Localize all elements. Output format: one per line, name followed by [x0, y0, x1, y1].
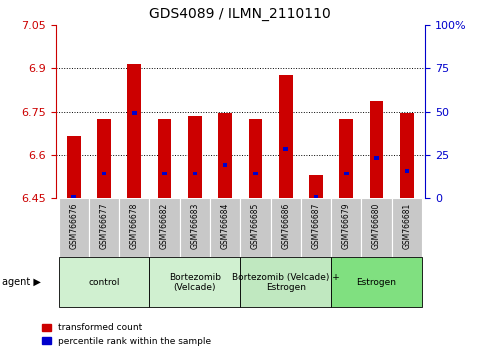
Text: control: control — [88, 278, 120, 287]
Bar — [149, 198, 180, 257]
Bar — [210, 198, 241, 257]
Bar — [58, 257, 149, 308]
Text: Bortezomib
(Velcade): Bortezomib (Velcade) — [169, 273, 221, 292]
Bar — [361, 198, 392, 257]
Bar — [89, 198, 119, 257]
Bar — [218, 113, 232, 198]
Bar — [128, 64, 141, 198]
Text: GSM766685: GSM766685 — [251, 203, 260, 249]
Bar — [241, 198, 270, 257]
Bar — [301, 198, 331, 257]
Bar — [241, 257, 331, 308]
Bar — [132, 111, 137, 115]
Bar — [253, 172, 258, 175]
Bar — [331, 257, 422, 308]
Bar — [162, 172, 167, 175]
Text: agent ▶: agent ▶ — [2, 277, 41, 287]
Bar — [188, 116, 202, 198]
Text: GSM766676: GSM766676 — [69, 203, 78, 250]
Bar — [97, 119, 111, 198]
Bar — [370, 101, 384, 198]
Bar — [193, 172, 197, 175]
Text: GSM766687: GSM766687 — [312, 203, 321, 249]
Bar — [119, 198, 149, 257]
Text: Bortezomib (Velcade) +
Estrogen: Bortezomib (Velcade) + Estrogen — [232, 273, 340, 292]
Bar — [58, 198, 89, 257]
Bar — [270, 198, 301, 257]
Text: GSM766684: GSM766684 — [221, 203, 229, 249]
Bar — [149, 257, 241, 308]
Text: GSM766686: GSM766686 — [281, 203, 290, 249]
Bar — [374, 156, 379, 160]
Bar — [314, 195, 318, 199]
Bar — [279, 75, 293, 198]
Bar — [223, 163, 227, 167]
Bar — [309, 175, 323, 198]
Bar — [331, 198, 361, 257]
Text: GSM766678: GSM766678 — [130, 203, 139, 249]
Bar — [392, 198, 422, 257]
Title: GDS4089 / ILMN_2110110: GDS4089 / ILMN_2110110 — [149, 7, 331, 21]
Bar — [344, 172, 349, 175]
Bar — [400, 113, 413, 198]
Bar — [102, 172, 106, 175]
Bar — [180, 198, 210, 257]
Text: GSM766677: GSM766677 — [99, 203, 109, 250]
Text: GSM766679: GSM766679 — [342, 203, 351, 250]
Legend: transformed count, percentile rank within the sample: transformed count, percentile rank withi… — [38, 320, 215, 349]
Text: GSM766682: GSM766682 — [160, 203, 169, 249]
Text: GSM766683: GSM766683 — [190, 203, 199, 249]
Bar — [67, 136, 81, 198]
Bar — [71, 195, 76, 199]
Bar — [249, 119, 262, 198]
Bar — [284, 147, 288, 151]
Bar — [340, 119, 353, 198]
Text: GSM766681: GSM766681 — [402, 203, 412, 249]
Bar — [405, 169, 409, 172]
Bar — [158, 119, 171, 198]
Text: Estrogen: Estrogen — [356, 278, 397, 287]
Text: GSM766680: GSM766680 — [372, 203, 381, 249]
